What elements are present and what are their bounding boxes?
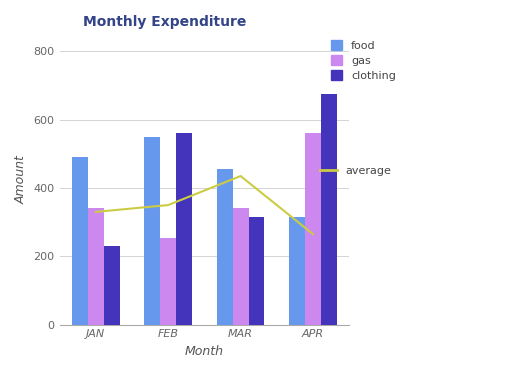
Bar bbox=[88, 209, 104, 325]
Bar bbox=[321, 94, 337, 325]
Bar bbox=[160, 238, 176, 325]
Y-axis label: Amount: Amount bbox=[15, 155, 28, 204]
Text: Monthly Expenditure: Monthly Expenditure bbox=[83, 15, 246, 29]
Bar bbox=[176, 134, 192, 325]
Bar bbox=[305, 134, 321, 325]
Bar bbox=[289, 217, 305, 325]
X-axis label: Month: Month bbox=[185, 345, 224, 358]
Bar bbox=[72, 157, 88, 325]
Bar bbox=[144, 137, 160, 325]
Bar bbox=[217, 169, 232, 325]
Bar bbox=[248, 217, 265, 325]
Bar bbox=[232, 209, 248, 325]
Bar bbox=[104, 246, 120, 325]
Legend: average: average bbox=[315, 162, 396, 181]
